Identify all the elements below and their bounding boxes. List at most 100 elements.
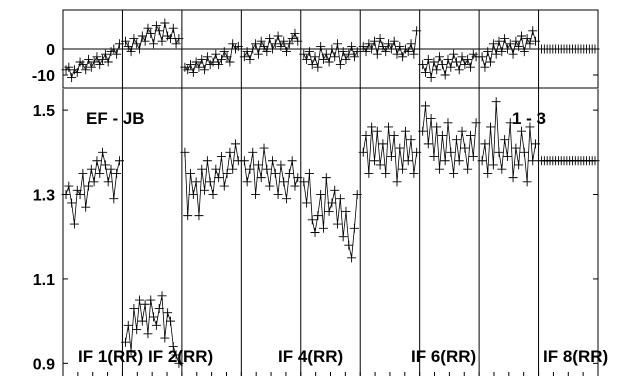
phase-point — [465, 62, 475, 72]
amplitude-point — [372, 126, 382, 136]
amplitude-point — [112, 168, 122, 178]
phase-point — [100, 49, 110, 59]
phase-point — [429, 57, 439, 67]
amplitude-point — [225, 147, 235, 157]
amplitude-point — [171, 350, 181, 360]
amplitude-point — [267, 156, 277, 166]
amplitude-point — [531, 139, 541, 149]
amplitude-point — [316, 190, 326, 200]
amplitude-point — [432, 122, 442, 132]
amplitude-point — [302, 198, 312, 208]
phase-point — [211, 49, 221, 59]
amplitude-series-3 — [180, 139, 243, 221]
phase-point — [500, 34, 510, 44]
phase-point — [384, 39, 394, 49]
phase-point — [321, 49, 331, 59]
amplitude-point — [126, 346, 136, 356]
phase-point — [267, 44, 277, 54]
amplitude-point — [468, 152, 478, 162]
phase-point — [279, 36, 289, 46]
amplitude-point — [307, 215, 317, 225]
amplitude-point — [186, 168, 196, 178]
amplitude-point — [197, 164, 207, 174]
amplitude-point — [100, 160, 110, 170]
amplitude-point — [109, 194, 119, 204]
phase-point — [525, 39, 535, 49]
amplitude-point — [262, 164, 272, 174]
phase-point — [123, 41, 133, 51]
amplitude-point — [81, 202, 91, 212]
phase-point — [191, 57, 201, 67]
phase-point — [522, 34, 532, 44]
phase-point — [389, 36, 399, 46]
phase-point — [81, 65, 91, 75]
baseline-label: EF - JB — [86, 109, 145, 128]
amplitude-point — [384, 122, 394, 132]
phase-point — [219, 47, 229, 57]
phase-point — [186, 60, 196, 70]
amplitude-point — [61, 190, 71, 200]
amplitude-point — [313, 211, 323, 221]
amplitude-point — [435, 164, 445, 174]
amplitude-point — [381, 168, 391, 178]
amplitude-point — [146, 295, 156, 305]
if-label: IF 1(RR) — [78, 347, 143, 366]
phase-point — [310, 52, 320, 62]
phase-series-8 — [477, 26, 541, 72]
phase-point — [233, 41, 243, 51]
amplitude-point — [330, 185, 340, 195]
phase-point — [440, 70, 450, 80]
phase-point — [313, 62, 323, 72]
amplitude-series-9 — [537, 156, 600, 166]
amplitude-point — [265, 181, 275, 191]
amplitude-point — [364, 168, 374, 178]
phase-point — [395, 41, 405, 51]
phase-point — [86, 62, 96, 72]
phase-series-4 — [239, 28, 303, 64]
amplitude-point — [219, 181, 229, 191]
amplitude-point — [293, 173, 303, 183]
phase-point — [251, 39, 261, 49]
amplitude-point — [341, 206, 351, 216]
amplitude-point — [64, 181, 74, 191]
phase-point — [89, 57, 99, 67]
amplitude-point — [514, 160, 524, 170]
amplitude-series-2 — [120, 291, 184, 368]
phase-point — [64, 62, 74, 72]
amplitude-point — [114, 156, 124, 166]
amplitude-point — [208, 190, 218, 200]
amplitude-point — [92, 156, 102, 166]
phase-point — [477, 52, 487, 62]
phase-point — [432, 65, 442, 75]
amplitude-point — [157, 291, 167, 301]
amplitude-point — [516, 126, 526, 136]
amplitude-point — [214, 173, 224, 183]
phase-point — [146, 28, 156, 38]
amplitude-point — [406, 135, 416, 145]
phase-point — [245, 54, 255, 64]
phase-point — [253, 49, 263, 59]
phase-series-6 — [358, 26, 422, 62]
amplitude-tick-label: 1.5 — [33, 103, 55, 120]
phase-point — [140, 36, 150, 46]
phase-point — [154, 26, 164, 36]
phase-point — [197, 54, 207, 64]
phase-point — [98, 54, 108, 64]
phase-point — [160, 18, 170, 28]
phase-point — [242, 47, 252, 57]
amplitude-point — [409, 168, 419, 178]
phase-point — [165, 34, 175, 44]
phase-point — [463, 54, 473, 64]
phase-point — [299, 49, 309, 59]
phase-point — [349, 52, 359, 62]
amplitude-point — [389, 130, 399, 140]
amplitude-point — [211, 164, 221, 174]
amplitude-series-7 — [418, 101, 481, 178]
amplitude-point — [375, 160, 385, 170]
amplitude-point — [488, 160, 498, 170]
amplitude-point — [216, 152, 226, 162]
amplitude-line — [65, 152, 120, 225]
phase-point — [435, 52, 445, 62]
phase-point — [460, 60, 470, 70]
